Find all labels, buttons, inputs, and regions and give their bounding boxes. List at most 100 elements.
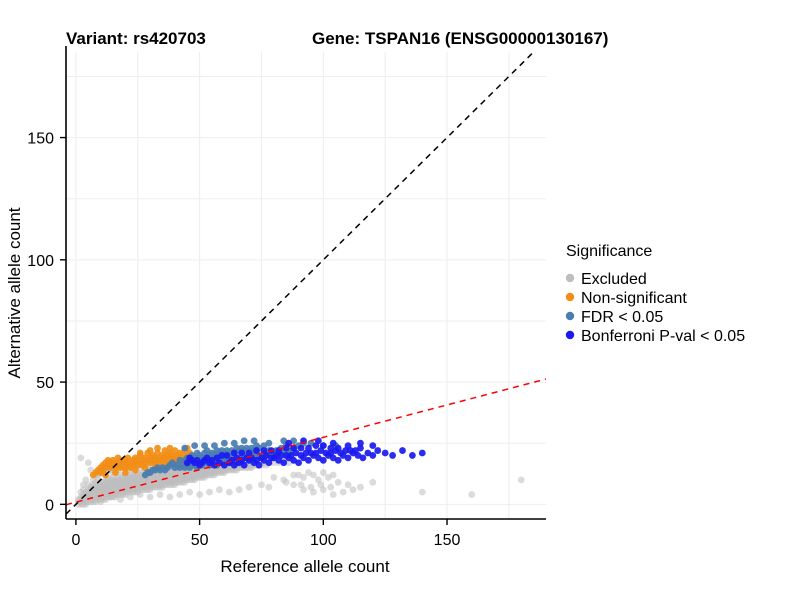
gene-title: Gene: TSPAN16 (ENSG00000130167) xyxy=(312,29,608,48)
data-point xyxy=(121,469,129,476)
data-point xyxy=(319,486,327,494)
data-point xyxy=(181,444,189,452)
data-point xyxy=(206,488,213,496)
data-point xyxy=(359,454,367,462)
y-tick-label: 100 xyxy=(27,253,54,270)
data-point xyxy=(334,478,342,486)
data-point xyxy=(305,456,312,464)
data-point xyxy=(381,449,389,457)
y-tick-label: 50 xyxy=(36,375,54,392)
data-point xyxy=(238,449,246,457)
data-point xyxy=(84,481,92,489)
data-layer xyxy=(66,52,546,515)
data-point xyxy=(89,476,97,484)
data-point xyxy=(310,488,317,496)
data-point xyxy=(329,491,337,498)
legend-label[interactable]: Non-significant xyxy=(581,290,687,307)
data-point xyxy=(89,471,97,479)
data-point xyxy=(196,491,204,498)
data-point xyxy=(319,469,327,476)
x-tick-label: 150 xyxy=(434,532,461,549)
data-point xyxy=(329,471,337,479)
data-point xyxy=(389,452,396,459)
data-point xyxy=(154,444,161,452)
data-point xyxy=(191,442,199,450)
data-point xyxy=(344,442,352,450)
legend-swatch[interactable] xyxy=(565,330,575,340)
plot-panel: 0 50 100 150 0 50 100 150 xyxy=(27,46,546,549)
data-point xyxy=(290,471,298,479)
data-point xyxy=(265,483,273,491)
data-point xyxy=(166,444,174,452)
data-point xyxy=(369,442,377,450)
legend-label[interactable]: Excluded xyxy=(581,271,647,288)
y-tick-label: 0 xyxy=(45,497,54,514)
data-point xyxy=(314,437,322,445)
data-point xyxy=(517,476,525,484)
data-point xyxy=(223,452,231,459)
data-point xyxy=(270,474,278,481)
data-point xyxy=(344,454,352,462)
legend-swatch[interactable] xyxy=(565,311,575,321)
legend-label[interactable]: Bonferroni P-val < 0.05 xyxy=(581,328,745,345)
data-point xyxy=(156,491,164,498)
data-point xyxy=(183,459,191,467)
data-point xyxy=(334,444,342,452)
legend: Significance Excluded Non-significant FDR … xyxy=(565,243,745,345)
data-point xyxy=(176,491,184,498)
x-tick-label: 0 xyxy=(71,532,80,549)
data-point xyxy=(211,442,218,450)
data-point xyxy=(166,493,174,501)
x-axis-title: Reference allele count xyxy=(220,557,389,576)
data-point xyxy=(238,444,246,452)
data-point xyxy=(369,478,377,486)
legend-label[interactable]: FDR < 0.05 xyxy=(581,309,663,326)
legend-swatch[interactable] xyxy=(565,292,575,302)
data-point xyxy=(374,447,382,454)
data-point xyxy=(357,483,364,491)
data-point xyxy=(282,452,290,459)
data-point xyxy=(327,483,335,491)
legend-swatch[interactable] xyxy=(565,273,575,283)
data-point xyxy=(258,481,265,489)
data-point xyxy=(225,488,233,496)
data-point xyxy=(319,442,327,450)
data-point xyxy=(280,459,288,467)
data-point xyxy=(126,493,134,501)
data-point xyxy=(230,449,238,457)
data-point xyxy=(117,496,124,503)
data-point xyxy=(107,493,114,501)
data-point xyxy=(297,444,305,452)
data-point xyxy=(168,459,176,467)
x-tick-label: 100 xyxy=(310,532,337,549)
data-point xyxy=(146,447,154,454)
data-point xyxy=(357,444,364,452)
y-axis-title: Alternative allele count xyxy=(5,207,24,378)
data-point xyxy=(295,459,302,467)
data-point xyxy=(136,491,144,498)
data-point xyxy=(77,488,85,496)
data-point xyxy=(357,439,364,447)
data-point xyxy=(349,486,357,494)
data-point xyxy=(418,488,426,496)
data-point xyxy=(300,486,307,494)
data-point xyxy=(319,456,327,464)
data-point xyxy=(253,447,260,454)
data-point xyxy=(408,452,416,459)
data-point xyxy=(245,483,253,491)
data-point xyxy=(322,449,330,457)
data-point xyxy=(112,469,119,476)
data-point xyxy=(131,466,139,474)
data-point xyxy=(245,449,253,457)
data-point xyxy=(193,449,201,457)
data-point xyxy=(218,447,226,454)
data-point xyxy=(176,456,184,464)
data-point xyxy=(265,439,273,447)
data-point xyxy=(136,449,144,457)
data-point xyxy=(300,474,307,481)
data-point xyxy=(260,447,268,454)
data-point xyxy=(329,439,337,447)
data-point xyxy=(141,471,149,479)
